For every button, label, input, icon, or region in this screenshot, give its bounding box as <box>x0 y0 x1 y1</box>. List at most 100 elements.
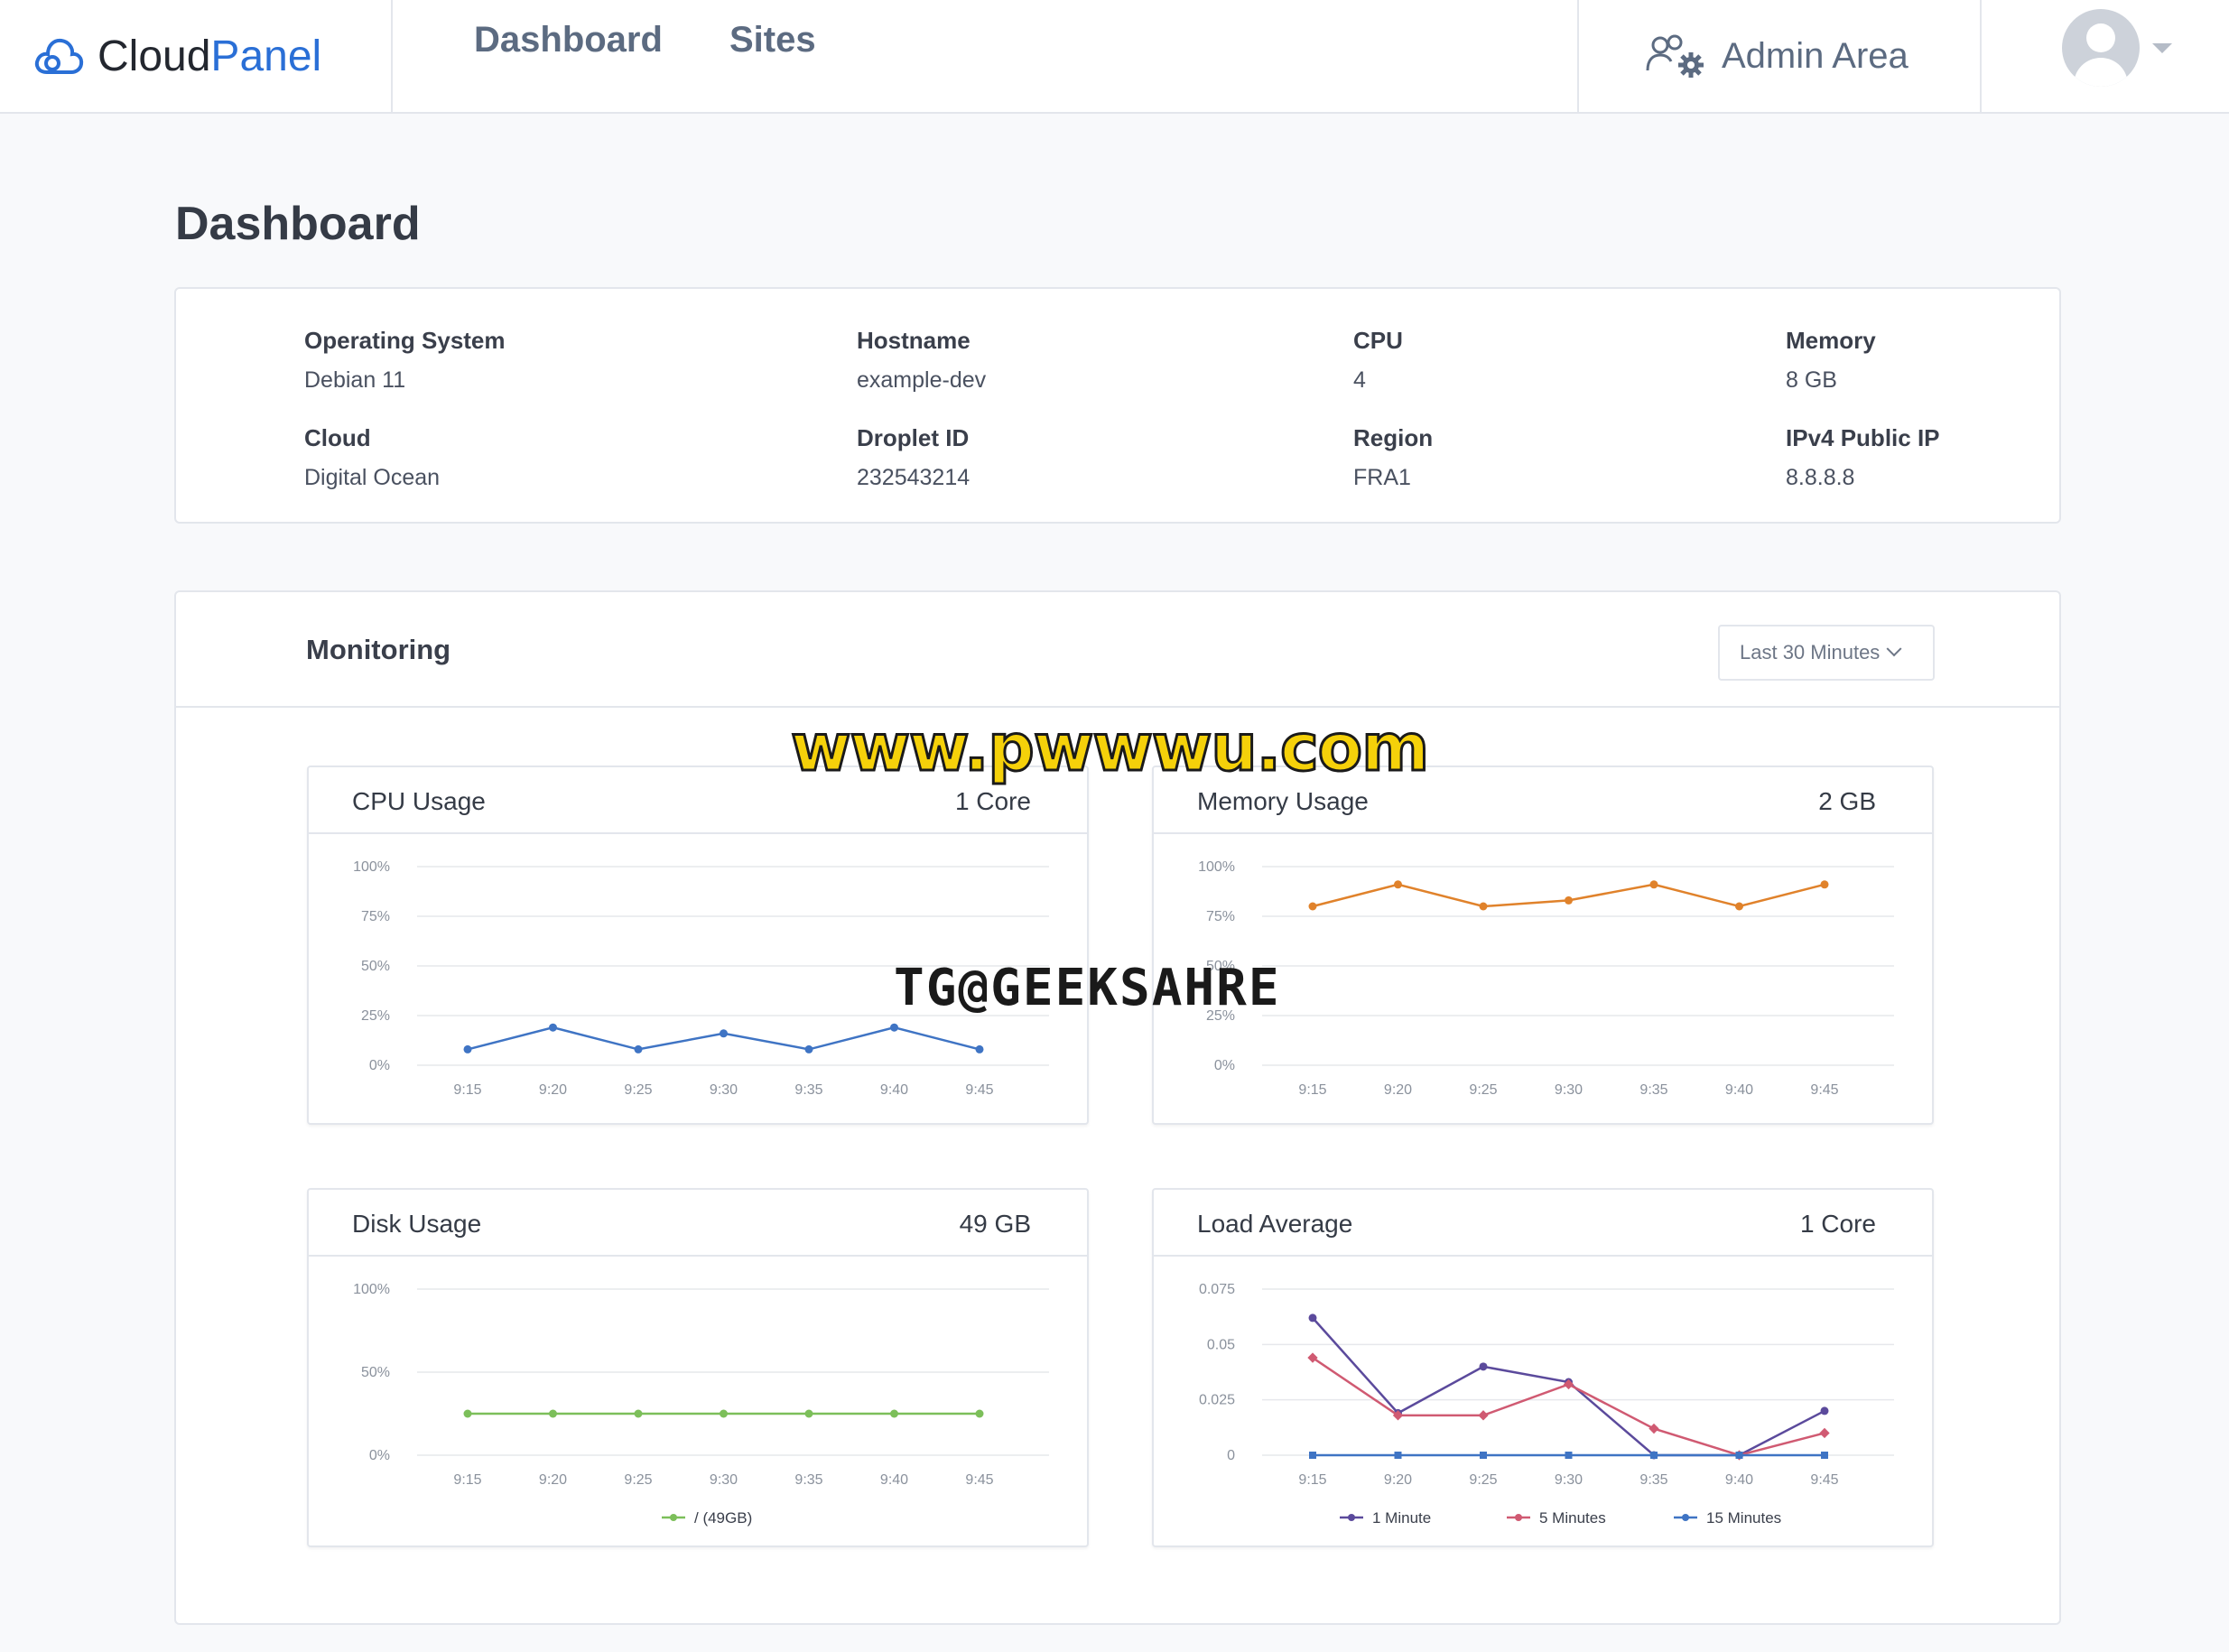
admin-area-label: Admin Area <box>1722 35 1909 76</box>
data-point <box>1820 880 1829 889</box>
chart-title: CPU Usage <box>352 787 486 815</box>
load-average-chart: Load Average 1 Core 0 0.025 0.05 0.075 9:15 9… <box>1152 1188 1934 1547</box>
data-point <box>890 1023 898 1032</box>
data-point <box>1735 902 1743 911</box>
data-point <box>1309 1452 1316 1459</box>
legend-label: 1 Minute <box>1372 1509 1431 1527</box>
x-tick-label: 9:15 <box>453 1472 481 1488</box>
legend-label: / (49GB) <box>694 1509 752 1527</box>
chart-meta: 2 GB <box>1818 787 1876 815</box>
users-gear-icon <box>1646 34 1704 78</box>
monitoring-header: Monitoring Last 30 Minutes <box>176 592 2059 708</box>
data-point <box>1649 1423 1659 1434</box>
nav-dashboard[interactable]: Dashboard <box>474 20 663 60</box>
data-point <box>463 1044 472 1053</box>
chart-meta: 1 Core <box>1799 1210 1876 1238</box>
data-point <box>1649 880 1658 889</box>
info-item: Memory 8 GB <box>1786 327 1876 394</box>
chart-title: Memory Usage <box>1197 787 1369 815</box>
y-tick-label: 0% <box>369 1448 390 1463</box>
info-value: 232543214 <box>857 465 971 490</box>
data-point <box>1307 1352 1318 1363</box>
x-tick-label: 9:45 <box>965 1082 993 1098</box>
chevron-down-icon[interactable] <box>2152 43 2172 53</box>
time-range-select[interactable]: Last 30 Minutes <box>1718 625 1935 681</box>
page-title: Dashboard <box>175 198 421 250</box>
time-range-value: Last 30 Minutes <box>1740 641 1881 664</box>
data-point <box>1479 1362 1488 1371</box>
x-tick-label: 9:30 <box>1555 1472 1583 1488</box>
legend-label: 15 Minutes <box>1706 1509 1781 1527</box>
x-tick-label: 9:15 <box>1298 1082 1326 1098</box>
info-item: CPU 4 <box>1353 327 1403 394</box>
x-tick-label: 9:40 <box>1725 1082 1753 1098</box>
brand-logo[interactable]: CloudPanel <box>0 0 393 112</box>
data-point <box>720 1029 728 1038</box>
legend-label: 5 Minutes <box>1539 1509 1606 1527</box>
x-tick-label: 9:15 <box>1298 1472 1326 1488</box>
info-item: Region FRA1 <box>1353 424 1433 491</box>
x-tick-label: 9:35 <box>794 1082 822 1098</box>
nav-sites[interactable]: Sites <box>729 20 816 60</box>
x-tick-label: 9:15 <box>453 1082 481 1098</box>
avatar-body <box>2074 58 2128 87</box>
y-tick-label: 0% <box>1214 1058 1235 1073</box>
info-value: Debian 11 <box>304 367 406 393</box>
chart-meta: 1 Core <box>954 787 1031 815</box>
data-point <box>1308 902 1317 911</box>
admin-area-link[interactable]: Admin Area <box>1577 0 1982 112</box>
y-tick-label: 0.075 <box>1199 1282 1235 1297</box>
chart-title: Load Average <box>1197 1210 1353 1238</box>
cpu-usage-chart: CPU Usage 1 Core 0% 25% 50% 75% 100% 9:15 9:20… <box>307 766 1089 1125</box>
info-value: FRA1 <box>1353 465 1411 490</box>
info-label: Hostname <box>857 327 971 354</box>
legend-marker <box>1682 1514 1689 1521</box>
chart-header: Disk Usage 49 GB <box>309 1190 1087 1257</box>
brand-name-part1: Cloud <box>98 32 211 80</box>
user-avatar[interactable] <box>2062 9 2140 87</box>
y-tick-label: 75% <box>1206 909 1235 924</box>
x-tick-label: 9:40 <box>1725 1472 1753 1488</box>
chart-header: CPU Usage 1 Core <box>309 767 1087 834</box>
y-tick-label: 50% <box>1206 959 1235 974</box>
info-item: IPv4 Public IP 8.8.8.8 <box>1786 424 1940 491</box>
chart-title: Disk Usage <box>352 1210 482 1238</box>
data-point <box>1565 1452 1573 1459</box>
x-tick-label: 9:25 <box>1469 1472 1497 1488</box>
x-tick-label: 9:25 <box>624 1082 652 1098</box>
y-tick-label: 25% <box>361 1008 390 1024</box>
info-label: Memory <box>1786 327 1876 354</box>
data-point <box>549 1409 557 1418</box>
data-point <box>1735 1452 1743 1459</box>
avatar-head <box>2086 23 2115 52</box>
y-tick-label: 0% <box>369 1058 390 1073</box>
top-bar: CloudPanel Dashboard Sites Admin Area <box>0 0 2229 114</box>
x-tick-label: 9:45 <box>1810 1082 1838 1098</box>
chart-plot: 0% 25% 50% 75% 100% 9:15 9:20 9:25 9:30 9:35 9:40 9… <box>1198 859 1894 1098</box>
legend-marker <box>1515 1514 1522 1521</box>
x-tick-label: 9:35 <box>794 1472 822 1488</box>
data-point <box>1392 1410 1404 1421</box>
data-point <box>720 1409 728 1418</box>
info-item: Droplet ID 232543214 <box>857 424 970 491</box>
data-point <box>634 1044 643 1053</box>
x-tick-label: 9:20 <box>539 1082 567 1098</box>
info-item: Hostname example-dev <box>857 327 986 394</box>
x-tick-label: 9:20 <box>1384 1472 1412 1488</box>
x-tick-label: 9:35 <box>1639 1082 1667 1098</box>
data-point <box>1820 1406 1829 1415</box>
y-tick-label: 50% <box>361 959 390 974</box>
data-point <box>634 1409 643 1418</box>
data-point <box>890 1409 898 1418</box>
info-item: Operating System Debian 11 <box>304 327 506 394</box>
x-tick-label: 9:25 <box>624 1472 652 1488</box>
legend-marker <box>1348 1514 1355 1521</box>
x-tick-label: 9:45 <box>965 1472 993 1488</box>
y-tick-label: 0 <box>1227 1448 1235 1463</box>
y-tick-label: 100% <box>353 1282 390 1297</box>
data-point <box>1308 1313 1317 1323</box>
server-info-card: Operating System Debian 11 Hostname exam… <box>174 287 2061 524</box>
data-point <box>549 1023 557 1032</box>
data-point <box>1394 880 1402 889</box>
data-point <box>975 1044 984 1053</box>
